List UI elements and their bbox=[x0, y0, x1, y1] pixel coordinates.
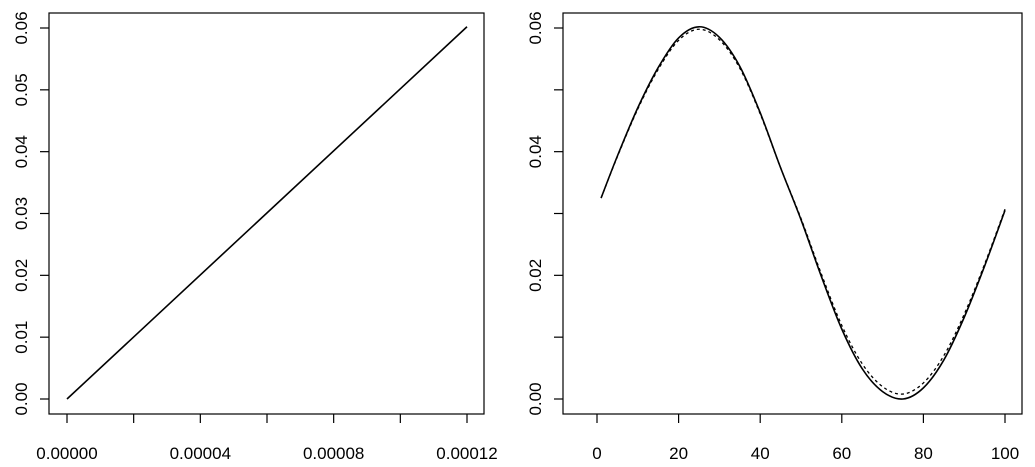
solid-series-line bbox=[66, 26, 468, 400]
x-tick-label: 100 bbox=[991, 444, 1019, 463]
x-tick-label: 60 bbox=[832, 444, 851, 463]
plot-frame bbox=[562, 12, 1023, 415]
y-tick-label: 0.05 bbox=[12, 73, 31, 106]
x-tick-label: 80 bbox=[914, 444, 933, 463]
y-tick-label: 0.01 bbox=[12, 321, 31, 354]
y-tick-label: 0.03 bbox=[12, 197, 31, 230]
right-sine-chart: 0 20 40 60 80 100 0.00 0.02 0.04 0.06 bbox=[526, 11, 1023, 463]
left-line-chart: 0.00000 0.00004 0.00008 0.00012 0.00 0.01 0.02… bbox=[12, 11, 498, 463]
dotted-series-line bbox=[600, 28, 1006, 395]
solid-series-line bbox=[600, 25, 1006, 400]
y-tick-label: 0.04 bbox=[12, 135, 31, 168]
y-tick-label: 0.06 bbox=[526, 11, 545, 44]
y-tick-label: 0.00 bbox=[12, 382, 31, 415]
y-tick-label: 0.06 bbox=[12, 11, 31, 44]
y-tick-label: 0.02 bbox=[526, 259, 545, 292]
x-tick-label: 0.00000 bbox=[36, 444, 97, 463]
x-tick-label: 0 bbox=[592, 444, 601, 463]
y-tick-label: 0.04 bbox=[526, 135, 545, 168]
y-tick-label: 0.00 bbox=[526, 382, 545, 415]
x-tick-label: 0.00012 bbox=[436, 444, 497, 463]
x-tick-label: 0.00008 bbox=[303, 444, 364, 463]
x-tick-label: 40 bbox=[751, 444, 770, 463]
x-tick-label: 0.00004 bbox=[170, 444, 231, 463]
x-tick-label: 20 bbox=[669, 444, 688, 463]
y-tick-label: 0.02 bbox=[12, 259, 31, 292]
